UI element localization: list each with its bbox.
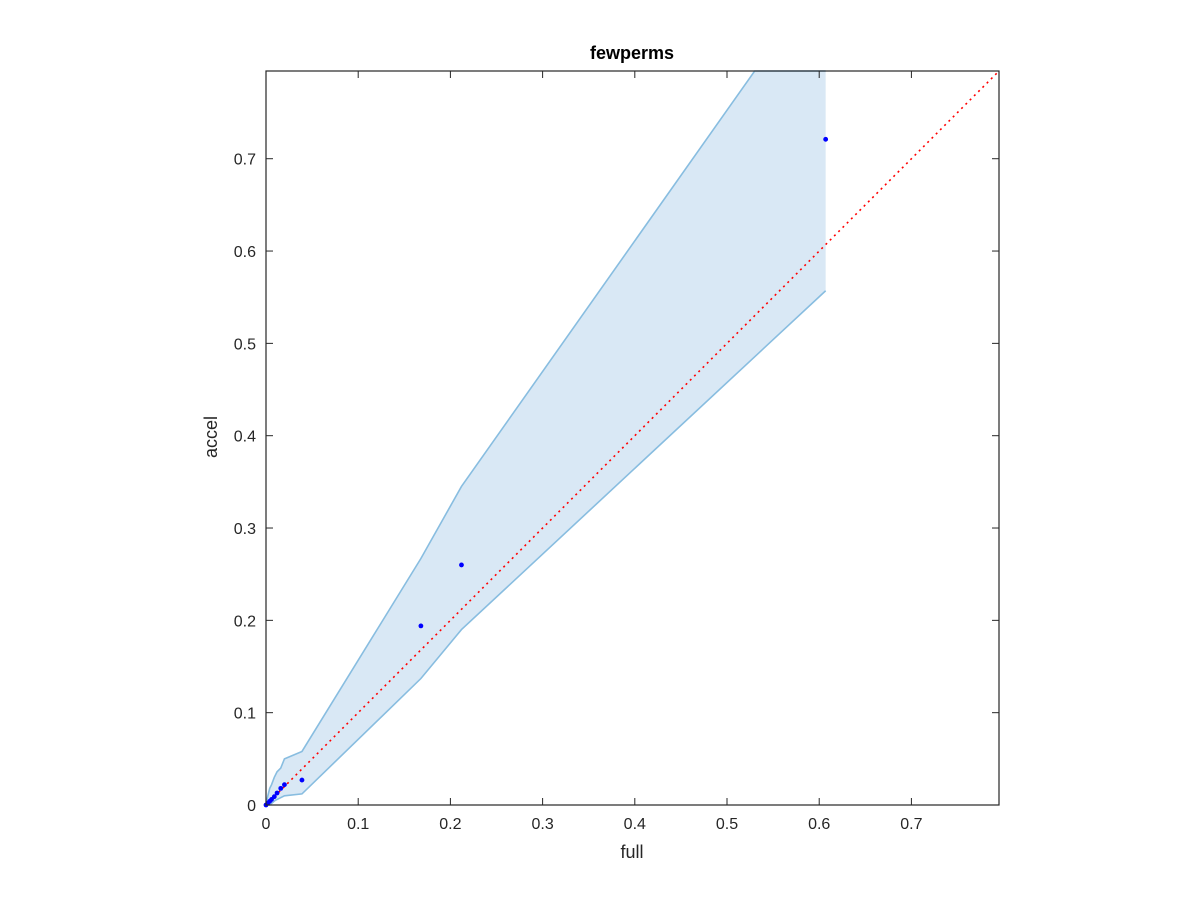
band-lower-edge xyxy=(266,290,827,806)
x-tick-label: 0.6 xyxy=(808,816,830,833)
y-tick-label: 0 xyxy=(247,798,256,815)
y-tick-label: 0.2 xyxy=(234,613,256,630)
x-tick-label: 0.1 xyxy=(347,816,369,833)
confidence-band xyxy=(266,71,826,805)
x-axis-label: full xyxy=(620,842,643,862)
y-tick-label: 0.6 xyxy=(234,244,256,261)
reference-line xyxy=(265,70,1000,806)
data-point xyxy=(459,562,464,568)
y-tick-label: 0.7 xyxy=(234,152,256,169)
data-point xyxy=(278,785,284,791)
x-tick-label: 0.2 xyxy=(439,816,461,833)
data-point xyxy=(418,623,424,629)
y-axis-label: accel xyxy=(201,416,221,458)
y-tick-label: 0.5 xyxy=(234,336,256,353)
band-upper-edge xyxy=(265,70,826,806)
plot-area: 0 0.1 0.2 0.3 0.4 0.5 0.6 0.7 0 0.1 0.2 0.3 0.4 0.5 0.… xyxy=(234,70,1000,833)
x-tick-label: 0 xyxy=(262,816,271,833)
y-tick-label: 0.3 xyxy=(234,521,256,538)
data-point xyxy=(299,777,305,783)
data-point xyxy=(282,782,287,788)
data-point xyxy=(271,794,277,800)
x-tick-label: 0.4 xyxy=(624,816,646,833)
data-point xyxy=(274,790,280,796)
x-tick-label: 0.5 xyxy=(716,816,738,833)
chart-title: fewperms xyxy=(590,43,674,63)
y-tick-label: 0.4 xyxy=(234,429,256,446)
axes-box xyxy=(265,70,1000,806)
data-point xyxy=(823,136,829,142)
x-tick-label: 0.7 xyxy=(900,816,922,833)
y-tick-label: 0.1 xyxy=(234,706,256,723)
x-tick-label: 0.3 xyxy=(531,816,553,833)
